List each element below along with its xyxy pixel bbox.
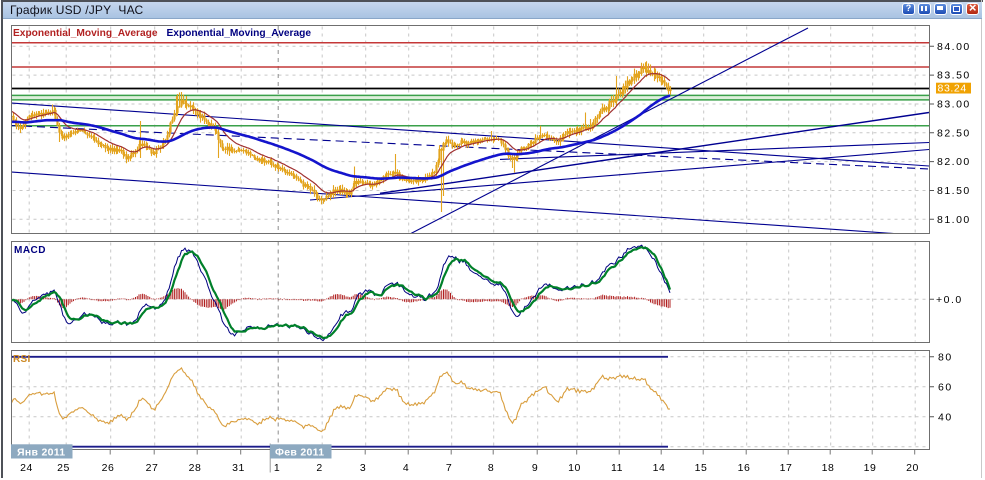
svg-text:26: 26 (102, 462, 115, 474)
svg-text:11: 11 (611, 462, 623, 474)
svg-text:14: 14 (653, 462, 666, 474)
svg-text:8: 8 (488, 462, 494, 474)
svg-text:4: 4 (403, 462, 409, 474)
svg-text:28: 28 (189, 462, 202, 474)
svg-text:81.00: 81.00 (937, 214, 971, 226)
svg-text:83.50: 83.50 (937, 70, 971, 82)
svg-text:Фев 2011: Фев 2011 (275, 446, 324, 458)
svg-text:2: 2 (316, 462, 322, 474)
svg-text:16: 16 (738, 462, 751, 474)
svg-text:81.50: 81.50 (937, 185, 971, 197)
svg-text:MACD: MACD (14, 245, 46, 256)
svg-text:9: 9 (532, 462, 538, 474)
svg-text:RSI: RSI (13, 354, 31, 365)
svg-text:40: 40 (938, 411, 953, 423)
svg-text:+0.0: +0.0 (936, 294, 963, 306)
svg-text:10: 10 (568, 462, 581, 474)
svg-text:84.00: 84.00 (937, 41, 971, 53)
svg-text:27: 27 (146, 462, 159, 474)
svg-text:15: 15 (695, 462, 708, 474)
svg-text:83.00: 83.00 (937, 99, 971, 111)
svg-text:18: 18 (822, 462, 835, 474)
svg-text:80: 80 (938, 351, 953, 363)
svg-text:82.00: 82.00 (937, 156, 971, 168)
svg-text:31: 31 (232, 462, 245, 474)
svg-text:7: 7 (446, 462, 452, 474)
svg-text:20: 20 (906, 462, 919, 474)
svg-text:Exponential_Moving_Average: Exponential_Moving_Average (13, 28, 158, 39)
svg-text:60: 60 (938, 381, 953, 393)
svg-text:1: 1 (274, 462, 280, 474)
svg-text:17: 17 (780, 462, 793, 474)
svg-text:82.50: 82.50 (937, 127, 971, 139)
svg-text:24: 24 (20, 462, 33, 474)
svg-text:3: 3 (360, 462, 366, 474)
svg-text:19: 19 (864, 462, 877, 474)
svg-text:Exponential_Moving_Average: Exponential_Moving_Average (167, 28, 312, 39)
svg-text:25: 25 (57, 462, 70, 474)
svg-text:Янв 2011: Янв 2011 (17, 446, 65, 458)
svg-text:83.24: 83.24 (938, 83, 967, 95)
